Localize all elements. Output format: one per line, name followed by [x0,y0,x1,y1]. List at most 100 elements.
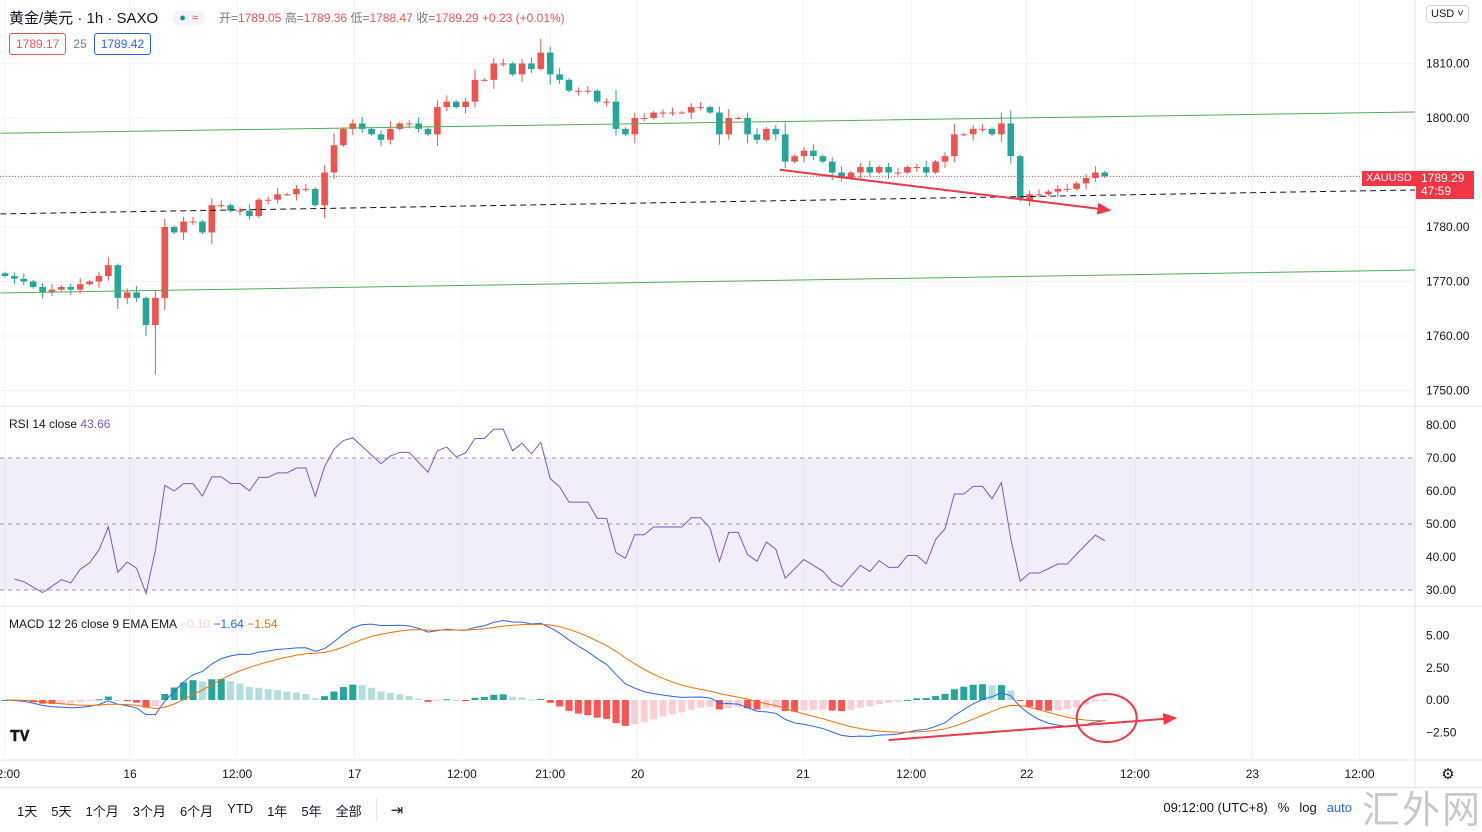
candle-body [546,52,554,75]
candle-body [894,172,902,174]
candle [499,58,507,67]
time-tick: 12:00 [0,767,20,781]
rsi-tick: 40.00 [1426,550,1456,564]
rsi-tick: 60.00 [1426,484,1456,498]
candle-body [236,210,244,212]
candle-body [697,107,704,109]
candle-body [904,167,911,173]
time-tick: 12:00 [896,767,926,781]
macd-histogram-bar [1073,700,1081,708]
macd-tick: 5.00 [1426,629,1450,643]
macd-histogram-bar [405,695,413,700]
currency-select[interactable]: USD ˅ [1426,5,1469,23]
clock[interactable]: 09:12:00 (UTC+8) [1163,800,1268,815]
macd-histogram-bar [565,700,573,711]
chart-canvas[interactable]: 12:00 16 12:00 17 12:00 21:00 20 21 12:00 22 12:00… [0,0,1482,787]
macd-legend[interactable]: MACD 12 26 close 9 EMA EMA −0.10 −1.64 −… [9,617,278,631]
macd-histogram-bar [678,700,686,713]
rsi-tick: 30.00 [1426,583,1456,597]
macd-histogram-bar [781,700,789,712]
candle-body [951,134,958,157]
candle [575,87,582,96]
candle-body [659,112,667,114]
candle-body [1073,183,1080,189]
candle-body [828,161,836,173]
range-1[interactable]: 5天 [51,803,72,819]
candle-body [311,188,319,206]
candle-body [1063,188,1071,190]
buy-button[interactable]: 1789.42 [93,33,152,55]
range-8[interactable]: 全部 [335,803,362,819]
candle-body [575,90,582,92]
candle-body [161,227,169,298]
candle [152,291,159,375]
macd-histogram-bar [48,700,56,704]
time-tick: 17 [348,767,362,781]
candle-body [95,276,103,282]
candle [716,106,723,145]
candle [58,285,65,292]
macd-histogram-bar [574,700,582,714]
macd-histogram-bar [67,700,75,704]
candle-body [565,79,573,91]
macd-histogram-bar [151,700,159,707]
macd-histogram-bar [330,691,338,700]
log-toggle[interactable]: log [1299,800,1317,815]
candle-body [725,118,733,135]
macd-tick: 2.50 [1426,661,1450,675]
tradingview-logo[interactable]: 𝐓𝐕 [10,728,30,745]
macd-line [4,619,1105,738]
candle-body [377,134,385,140]
macd-histogram-bar [161,693,169,700]
candle [227,203,234,213]
candle [86,279,93,286]
sell-button[interactable]: 1789.17 [9,33,67,55]
range-2[interactable]: 1个月 [85,803,119,819]
macd-histogram-bar [894,700,902,702]
candle [29,279,37,289]
candle [415,117,422,133]
time-tick: 12:00 [1120,767,1150,781]
candle [95,272,103,288]
range-0[interactable]: 1天 [17,803,38,819]
macd-histogram-bar [715,700,723,710]
candle [894,167,902,176]
candle-body [612,101,620,129]
candle [603,98,610,107]
candle [537,38,545,71]
goto-date-icon[interactable]: ⇥ [390,802,404,819]
auto-toggle[interactable]: auto [1326,800,1352,815]
macd-histogram-bar [396,694,404,700]
candle-body [86,281,93,285]
symbol-title[interactable]: 黄金/美元 · 1h · SAXO [9,10,159,27]
rsi-legend[interactable]: RSI 14 close 43.66 [9,417,111,431]
candle-body [490,63,498,80]
range-7[interactable]: 5年 [301,803,322,819]
macd-histogram-bar [57,700,65,704]
candle-body [283,194,291,196]
time-tick: 21:00 [535,767,565,781]
candle [951,123,958,163]
candle [631,112,639,144]
candle [960,132,968,136]
candle-body [593,90,601,102]
macd-histogram-bar [612,700,620,724]
candle-body [11,276,18,279]
candle [866,160,874,177]
market-status-pill[interactable]: ● ≈ [172,10,205,25]
range-6[interactable]: 1年 [267,803,288,819]
candle-body [781,134,789,162]
percent-toggle[interactable]: % [1277,800,1290,815]
candle-body [443,101,451,108]
range-3[interactable]: 3个月 [132,803,166,819]
candle [706,105,714,115]
time-tick: 22 [1020,767,1034,781]
candle [20,273,28,286]
candle [1007,110,1015,164]
macd-histogram-bar [433,700,441,701]
range-4[interactable]: 6个月 [179,803,214,819]
macd-histogram-bar [687,700,695,710]
range-5[interactable]: YTD [227,800,254,816]
macd-histogram-bar [593,700,601,718]
candle [875,165,883,175]
